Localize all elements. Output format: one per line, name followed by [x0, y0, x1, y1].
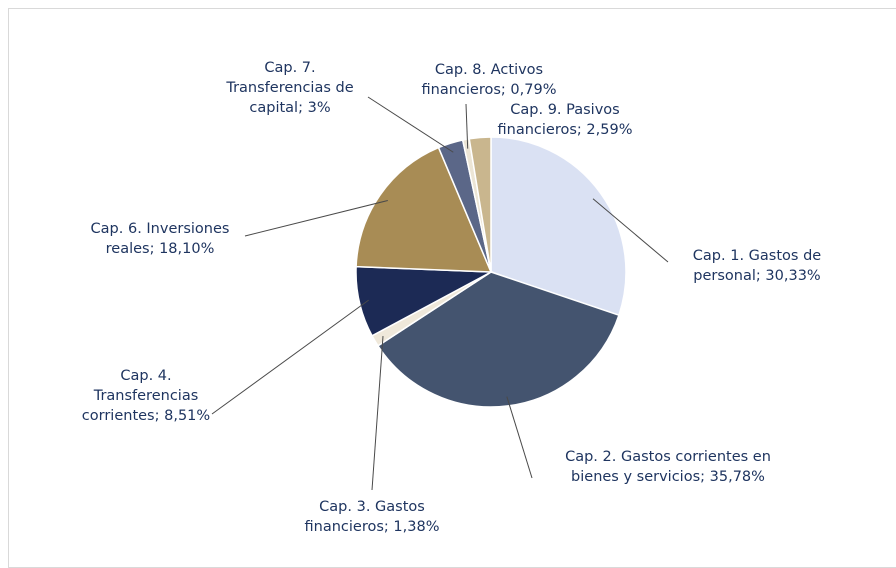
- pie-slice: [490, 136, 627, 317]
- value-label: 3%: [307, 100, 331, 116]
- category-name: Cap. 7. Transferencias de capital: [226, 60, 354, 116]
- slice-label: Cap. 4. Transferencias corrientes; 8,51%: [81, 368, 211, 424]
- category-name: Cap. 8. Activos financieros: [421, 62, 544, 98]
- slice-label: Cap. 1. Gastos de personal; 30,33%: [692, 248, 822, 284]
- slice-label: Cap. 8. Activos financieros; 0,79%: [421, 62, 557, 98]
- chart: [211, 96, 669, 491]
- pie-slice: [468, 136, 492, 273]
- slice-label: Cap. 2. Gastos corrientes en bienes y se…: [565, 449, 771, 485]
- value-label: 18,10%: [159, 241, 215, 257]
- value-label: 8,51%: [164, 408, 211, 424]
- pie-slice: [376, 271, 620, 408]
- value-label: 0,79%: [510, 82, 557, 98]
- category-name: Cap. 3. Gastos financieros: [304, 499, 425, 535]
- leader-line: [506, 396, 533, 479]
- value-label: 2,59%: [586, 122, 633, 138]
- leader-line: [465, 103, 469, 149]
- slice-label: Cap. 7. Transferencias de capital; 3%: [226, 60, 354, 116]
- value-label: 30,33%: [765, 268, 821, 284]
- category-name: Cap. 2. Gastos corrientes en bienes y se…: [565, 449, 771, 485]
- value-label: 35,78%: [709, 469, 765, 485]
- leader-line: [592, 198, 669, 263]
- value-label: 1,38%: [393, 519, 440, 535]
- leader-line: [371, 336, 384, 491]
- category-name: Cap. 4. Transferencias corrientes: [81, 368, 199, 424]
- leader-line: [211, 299, 369, 415]
- category-name: Cap. 9. Pasivos financieros: [497, 102, 620, 138]
- slice-label: Cap. 3. Gastos financieros; 1,38%: [304, 499, 440, 535]
- slice-label: Cap. 9. Pasivos financieros; 2,59%: [497, 102, 633, 138]
- leader-line: [367, 96, 454, 153]
- slice-label: Cap. 6. Inversiones reales; 18,10%: [90, 221, 230, 257]
- category-name: Cap. 1. Gastos de personal: [692, 248, 822, 284]
- pie-slice: [355, 146, 493, 273]
- leader-line: [244, 200, 388, 237]
- category-name: Cap. 6. Inversiones reales: [90, 221, 230, 257]
- page: (() => { const data = JSON.parse(documen…: [8, 8, 896, 568]
